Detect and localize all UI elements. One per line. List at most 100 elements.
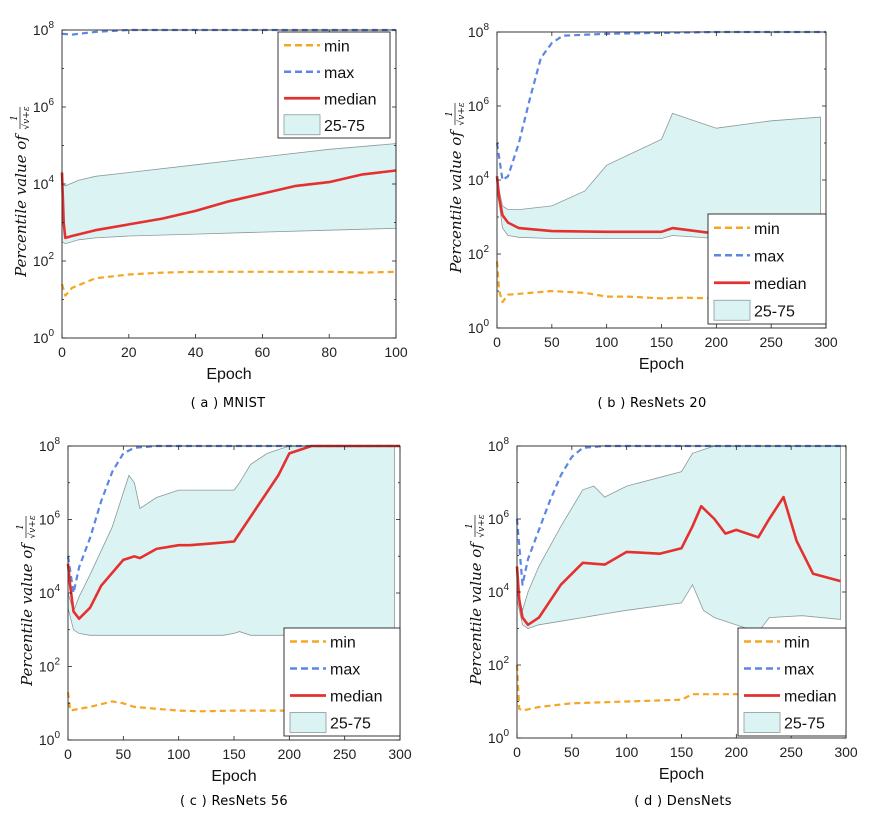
series-band-25-75 <box>516 445 841 633</box>
series-line-median <box>515 495 841 627</box>
x-tick-label: 300 <box>388 746 412 762</box>
y-axis-label-frac-num: 1 <box>10 115 20 121</box>
x-axis-label: Epoch <box>206 366 251 383</box>
y-axis-label-text: Percentile value of <box>12 133 30 278</box>
x-tick-label: 200 <box>725 744 749 760</box>
y-tick-label: 108 <box>468 22 490 40</box>
y-axis-label: Percentile value of 1 √v+ε <box>10 106 32 278</box>
y-axis-label-text: Percentile value of <box>18 542 36 687</box>
legend-label-25-75: 25-75 <box>784 716 825 733</box>
y-tick-label: 104 <box>468 170 490 188</box>
x-tick-label: 100 <box>167 746 191 762</box>
y-tick-label: 102 <box>488 655 510 673</box>
y-axis-label: Percentile value of 1 √v+ε <box>465 514 487 686</box>
y-axis-label: Percentile value of 1 √v+ε <box>16 515 38 687</box>
chart-svg-b: 0 50 100 150 200 250 300 100 102 104 106 108 Epoch Pe… <box>445 22 838 373</box>
legend: min max median 25-75 <box>707 213 827 325</box>
x-tick-label: 250 <box>333 746 357 762</box>
legend-label-25-75: 25-75 <box>754 303 795 320</box>
y-axis-label-frac-den: √v+ε <box>456 102 467 125</box>
x-tick-label: 200 <box>705 334 729 350</box>
legend-label-median: median <box>754 276 806 293</box>
y-tick-label: 108 <box>488 436 510 454</box>
x-axis-label: Epoch <box>211 768 256 785</box>
x-tick-label: 200 <box>278 746 302 762</box>
legend-label-max: max <box>324 65 354 82</box>
x-tick-label: 0 <box>58 344 66 360</box>
series-line-median <box>66 444 400 620</box>
y-tick-label: 100 <box>33 328 55 346</box>
x-tick-label: 0 <box>513 744 521 760</box>
series-line-max <box>495 30 826 182</box>
legend-swatch-25-75 <box>713 299 751 321</box>
chart-svg-c: 0 50 100 150 200 250 300 100 102 104 106 108 Epoch Pe… <box>16 436 412 785</box>
legend-label-min: min <box>784 635 810 652</box>
x-tick-label: 50 <box>544 334 560 350</box>
x-tick-label: 100 <box>615 744 639 760</box>
legend: min max median 25-75 <box>737 627 847 737</box>
y-tick-label: 106 <box>39 510 61 528</box>
legend-label-max: max <box>784 662 814 679</box>
legend-label-median: median <box>784 689 836 706</box>
y-axis-label-frac-num: 1 <box>445 111 455 117</box>
y-tick-label: 106 <box>488 509 510 527</box>
y-axis-label-frac-den: √v+ε <box>21 106 32 129</box>
caption-a: ( a ) MNIST <box>190 396 266 411</box>
y-tick-label: 106 <box>33 97 55 115</box>
x-tick-label: 250 <box>779 744 803 760</box>
y-tick-label: 100 <box>488 728 510 746</box>
legend-label-min: min <box>324 38 350 55</box>
x-tick-label: 300 <box>834 744 858 760</box>
x-axis-label: Epoch <box>659 766 704 783</box>
series-line-median <box>495 176 733 237</box>
x-tick-label: 50 <box>116 746 132 762</box>
y-tick-label: 104 <box>488 582 510 600</box>
y-axis-label-frac-num: 1 <box>16 524 26 530</box>
legend-label-25-75: 25-75 <box>330 716 371 733</box>
series-line-median <box>60 169 397 240</box>
x-tick-label: 60 <box>255 344 271 360</box>
y-tick-label: 104 <box>39 583 61 601</box>
y-tick-label: 100 <box>39 730 61 748</box>
legend: min max median 25-75 <box>277 31 391 139</box>
x-tick-label: 300 <box>814 334 838 350</box>
series-line-max <box>66 444 400 595</box>
y-tick-label: 106 <box>468 96 490 114</box>
legend-swatch-25-75 <box>289 712 327 733</box>
x-tick-label: 50 <box>564 744 580 760</box>
chart-svg-a: 0 20 40 60 80 100 100 102 104 106 108 Epoch Percenti… <box>10 20 408 383</box>
y-tick-label: 104 <box>33 174 55 192</box>
legend-label-min: min <box>330 635 356 652</box>
y-axis-label-frac-den: √v+ε <box>476 514 487 537</box>
legend-label-max: max <box>754 248 784 265</box>
series-line-min <box>495 261 717 304</box>
x-tick-label: 150 <box>670 744 694 760</box>
y-tick-label: 102 <box>468 244 490 262</box>
y-tick-label: 102 <box>33 251 55 269</box>
y-axis-label-text: Percentile value of <box>467 541 485 686</box>
chart-svg-d: 0 50 100 150 200 250 300 100 102 104 106 108 Epoch Pe… <box>465 436 858 783</box>
caption-c: ( c ) ResNets 56 <box>180 794 288 809</box>
legend-swatch-25-75 <box>283 114 321 136</box>
x-tick-label: 0 <box>493 334 501 350</box>
legend-label-max: max <box>330 662 360 679</box>
y-tick-label: 108 <box>39 436 61 454</box>
x-tick-label: 150 <box>222 746 246 762</box>
x-tick-label: 80 <box>321 344 337 360</box>
legend: min max median 25-75 <box>283 627 401 737</box>
x-axis-label: Epoch <box>639 356 684 373</box>
y-axis-label: Percentile value of 1 √v+ε <box>445 102 467 274</box>
y-tick-label: 102 <box>39 657 61 675</box>
y-tick-label: 100 <box>468 318 490 336</box>
series-line-min <box>60 270 397 297</box>
chart-panel-c: 0 50 100 150 200 250 300 100 102 104 106 108 Epoch Pe… <box>0 420 440 833</box>
caption-b: ( b ) ResNets 20 <box>597 396 707 411</box>
y-axis-label-text: Percentile value of <box>447 129 465 274</box>
y-tick-label: 108 <box>33 20 55 38</box>
x-tick-label: 250 <box>759 334 783 350</box>
caption-d: ( d ) DensNets <box>634 794 732 809</box>
x-tick-label: 40 <box>188 344 204 360</box>
x-tick-label: 0 <box>64 746 72 762</box>
x-tick-label: 150 <box>650 334 674 350</box>
y-axis-label-frac-den: √v+ε <box>27 515 38 538</box>
